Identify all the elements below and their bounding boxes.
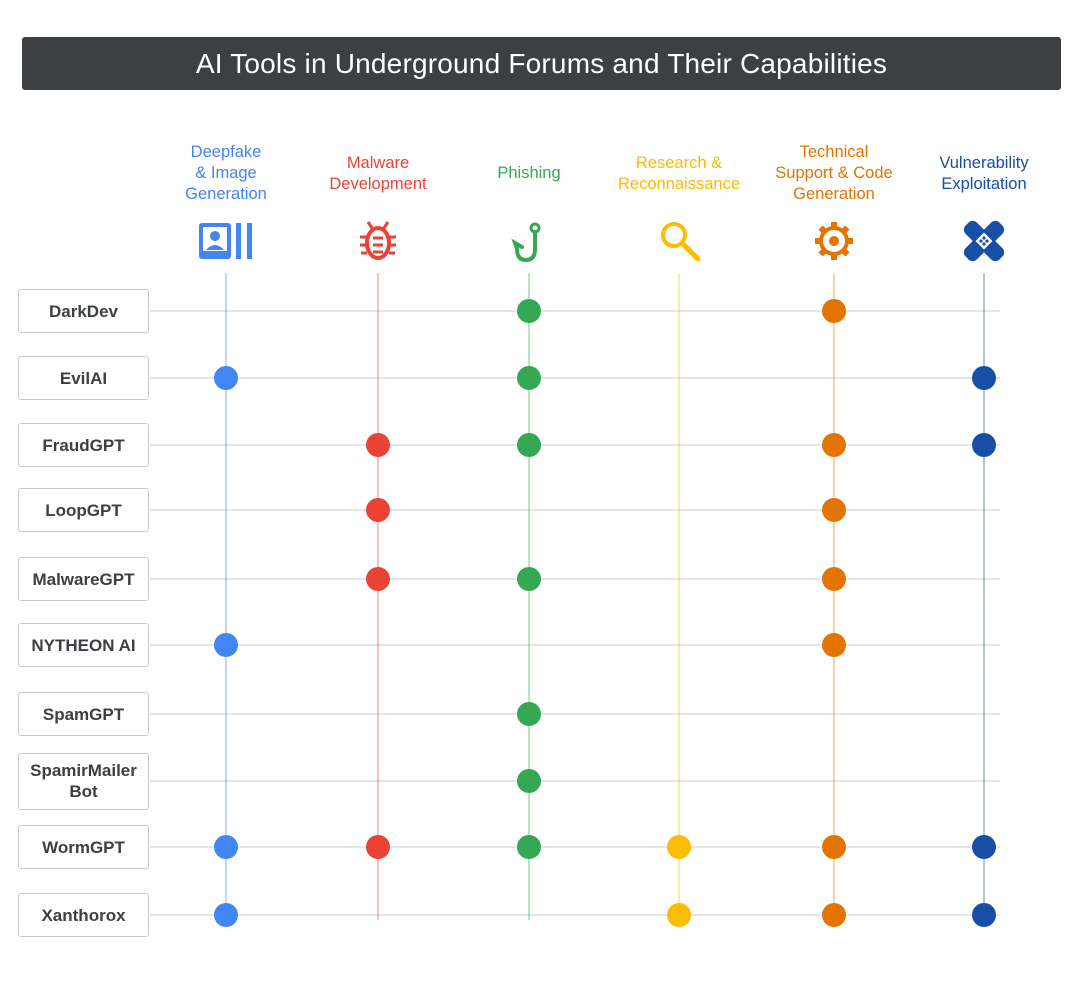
capability-dot-malwaregpt-2	[517, 567, 541, 591]
tool-label-darkdev: DarkDev	[18, 289, 149, 333]
tool-name: LoopGPT	[45, 500, 122, 520]
capability-dot-nytheon-ai-4	[822, 633, 846, 657]
capability-dot-xanthorox-5	[972, 903, 996, 927]
tool-label-spamgpt: SpamGPT	[18, 692, 149, 736]
tool-name: EvilAI	[59, 368, 108, 388]
capability-dot-nytheon-ai-0	[214, 633, 238, 657]
tool-name: MalwareGPT	[32, 569, 135, 589]
category-label-3: Research & Reconnaissance	[618, 154, 740, 193]
capability-dot-xanthorox-3	[667, 903, 691, 927]
tool-name: SpamGPT	[42, 704, 125, 724]
capability-dot-wormgpt-2	[517, 835, 541, 859]
capability-dot-loopgpt-1	[366, 498, 390, 522]
capability-dot-wormgpt-4	[822, 835, 846, 859]
category-label-5: Vulnerability Exploitation	[939, 154, 1029, 193]
tool-name: Xanthorox	[41, 905, 126, 925]
tool-name: WormGPT	[42, 837, 125, 857]
capability-dot-fraudgpt-4	[822, 433, 846, 457]
capability-dot-malwaregpt-4	[822, 567, 846, 591]
fishing-hook-icon	[511, 222, 541, 263]
tool-label-loopgpt: LoopGPT	[18, 488, 149, 532]
page-title: AI Tools in Underground Forums and Their…	[195, 47, 888, 79]
capability-dot-fraudgpt-2	[517, 433, 541, 457]
capability-dot-fraudgpt-1	[366, 433, 390, 457]
capability-dot-malwaregpt-1	[366, 567, 390, 591]
tool-label-xanthorox: Xanthorox	[18, 893, 149, 937]
capability-dot-loopgpt-4	[822, 498, 846, 522]
category-label-0: Deepfake & Image Generation	[185, 143, 267, 203]
magnifier-icon	[661, 222, 701, 262]
tool-label-nytheon-ai: NYTHEON AI	[18, 623, 149, 667]
capability-dot-xanthorox-0	[214, 903, 238, 927]
capability-dot-wormgpt-3	[667, 835, 691, 859]
tool-label-wormgpt: WormGPT	[18, 825, 149, 869]
tool-label-spamirmailer-bot: SpamirMailer Bot	[18, 752, 149, 810]
capability-dot-darkdev-2	[517, 299, 541, 323]
category-label-4: Technical Support & Code Generation	[775, 143, 893, 203]
gear-icon	[815, 222, 853, 260]
tool-label-fraudgpt: FraudGPT	[18, 423, 149, 467]
capability-dot-evilai-0	[214, 366, 238, 390]
capability-dot-spamgpt-2	[517, 702, 541, 726]
bandage-icon	[963, 220, 1005, 262]
title-bar: AI Tools in Underground Forums and Their…	[22, 37, 1061, 90]
portrait-image-icon	[199, 223, 252, 259]
tool-name: FraudGPT	[42, 435, 125, 455]
capability-dot-evilai-5	[972, 366, 996, 390]
capability-dot-spamirmailer-bot-2	[517, 769, 541, 793]
capability-dot-wormgpt-1	[366, 835, 390, 859]
capability-dot-evilai-2	[517, 366, 541, 390]
tool-name: DarkDev	[49, 301, 118, 321]
tool-name: NYTHEON AI	[31, 635, 136, 655]
tool-name: SpamirMailer Bot	[30, 761, 137, 801]
tool-label-malwaregpt: MalwareGPT	[18, 557, 149, 601]
category-label-1: Malware Development	[329, 154, 427, 193]
capability-dot-wormgpt-5	[972, 835, 996, 859]
category-label-2: Phishing	[497, 164, 561, 182]
capability-dot-wormgpt-0	[214, 835, 238, 859]
capability-dot-darkdev-4	[822, 299, 846, 323]
capability-dot-fraudgpt-5	[972, 433, 996, 457]
bug-icon	[360, 221, 396, 260]
tool-label-evilai: EvilAI	[18, 356, 149, 400]
capability-dot-xanthorox-4	[822, 903, 846, 927]
